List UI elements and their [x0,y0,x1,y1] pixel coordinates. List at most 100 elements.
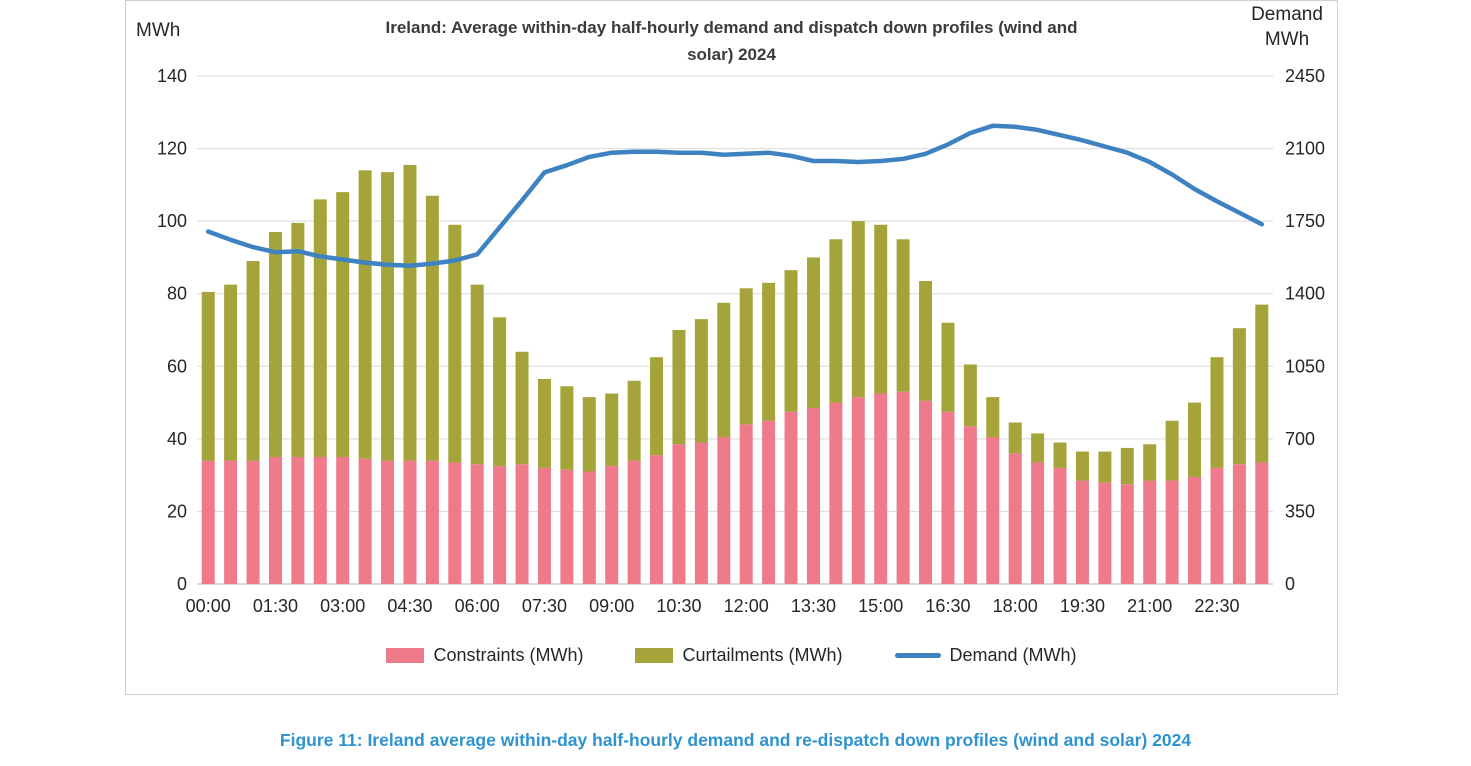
bar-constraints [537,467,551,584]
bar-constraints [605,466,619,584]
bar-constraints [963,426,977,584]
bar-curtailments [1255,304,1269,463]
bar-constraints [224,460,238,584]
bar-constraints [717,437,731,584]
bar-curtailments [425,195,439,461]
bar-constraints [627,460,641,584]
bar-curtailments [246,261,260,461]
bar-constraints [650,455,664,584]
chart-card: MWh Ireland: Average within-day half-hou… [125,0,1338,695]
x-axis-tick-label: 19:30 [1060,596,1105,616]
bar-constraints [291,457,305,584]
bar-curtailments [1232,328,1246,465]
x-axis-tick-label: 12:00 [724,596,769,616]
bar-constraints [313,457,327,584]
bar-curtailments [201,291,215,461]
x-axis-tick-label: 03:00 [320,596,365,616]
bar-curtailments [313,199,327,457]
bar-constraints [851,397,865,584]
bar-curtailments [224,284,238,461]
bar-constraints [672,444,686,584]
bar-constraints [515,464,529,584]
bar-constraints [582,471,596,584]
bar-constraints [829,402,843,584]
bar-constraints [448,462,462,584]
bar-curtailments [1075,451,1089,481]
bar-curtailments [515,351,529,465]
bar-curtailments [336,192,350,457]
left-axis-tick-label: 60 [167,356,187,376]
bar-curtailments [358,170,372,459]
left-axis-unit-label: MWh [136,20,181,41]
right-axis-tick-label: 2450 [1285,66,1325,86]
bar-curtailments [448,224,462,463]
bar-curtailments [919,281,933,401]
bar-constraints [986,437,1000,584]
left-axis-tick-label: 100 [157,211,187,231]
bar-constraints [739,424,753,584]
bar-constraints [1098,482,1112,584]
bar-curtailments [1031,433,1045,463]
bar-constraints [246,460,260,584]
left-axis-tick-label: 0 [177,574,187,594]
right-axis-tick-label: 2100 [1285,139,1325,159]
bar-curtailments [784,270,798,412]
bar-constraints [1232,464,1246,584]
bar-constraints [874,393,888,584]
bar-constraints [694,442,708,584]
chart-title-line1: Ireland: Average within-day half-hourly … [385,18,1078,37]
right-axis-unit-label: Demand MWh [1251,4,1323,50]
bar-constraints [336,457,350,584]
bar-constraints [493,466,507,584]
chart-plot-area: 0 0 20 350 40 700 60 1050 80 1400 100 1750 120 2100 14… [157,66,1325,616]
bar-curtailments [627,380,641,461]
bar-curtailments [1120,447,1134,485]
bar-curtailments [470,284,484,465]
bar-curtailments [381,172,395,461]
bar-curtailments [694,319,708,443]
bar-constraints [201,460,215,584]
left-axis-tick-label: 20 [167,501,187,521]
bar-curtailments [1210,357,1224,468]
bar-curtailments [963,364,977,427]
right-axis-tick-label: 0 [1285,574,1295,594]
bar-curtailments [1188,402,1202,477]
x-axis-tick-label: 04:30 [387,596,432,616]
constraints-swatch-icon [386,648,425,663]
bar-curtailments [268,232,282,457]
bar-curtailments [1165,420,1179,481]
bar-curtailments [537,378,551,468]
x-axis-tick-label: 06:00 [455,596,500,616]
legend-label-demand: Demand (MWh) [949,645,1077,665]
bar-curtailments [1098,451,1112,483]
legend-item-demand: Demand (MWh) [894,645,1077,666]
x-axis-tick-label: 10:30 [656,596,701,616]
bar-constraints [896,391,910,584]
figure-caption: Figure 11: Ireland average within-day ha… [279,730,1192,750]
bar-curtailments [941,322,955,412]
bar-constraints [784,411,798,584]
bar-curtailments [672,330,686,445]
bar-curtailments [986,397,1000,438]
bar-constraints [1075,480,1089,584]
bar-curtailments [829,239,843,403]
bar-curtailments [851,221,865,398]
bar-curtailments [493,317,507,467]
bar-constraints [1053,467,1067,584]
left-axis-tick-label: 80 [167,284,187,304]
bar-curtailments [739,288,753,425]
bar-curtailments [650,357,664,456]
chart-title-line2: solar) 2024 [687,45,776,65]
left-axis-tick-label: 120 [157,139,187,159]
bar-curtailments [582,397,596,472]
bar-constraints [919,400,933,584]
x-axis-tick-label: 00:00 [186,596,231,616]
bar-constraints [268,457,282,584]
bar-constraints [358,458,372,584]
bar-constraints [1120,484,1134,584]
bar-constraints [1165,480,1179,584]
x-axis-tick-label: 09:00 [589,596,634,616]
bar-constraints [1031,462,1045,584]
x-axis-tick-label: 18:00 [993,596,1038,616]
bar-constraints [560,469,574,584]
